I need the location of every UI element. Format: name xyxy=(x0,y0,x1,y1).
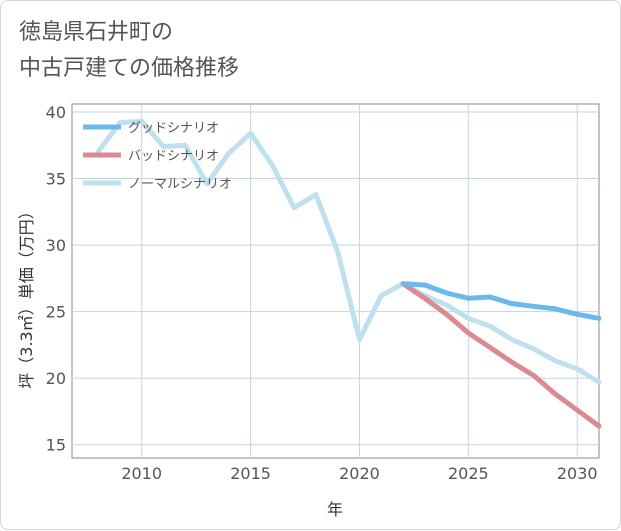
legend-label-bad: バッドシナリオ xyxy=(128,149,219,164)
x-tick-label: 2020 xyxy=(339,464,380,483)
x-tick-label: 2025 xyxy=(448,464,489,483)
legend-label-normal: ノーマルシナリオ xyxy=(128,177,232,192)
y-tick-label: 30 xyxy=(46,236,66,255)
series-lines xyxy=(95,118,602,429)
x-axis-ticks: 2010 2015 2020 2025 2030 xyxy=(121,464,597,483)
plot-area xyxy=(71,103,600,459)
y-axis-label: 坪（3.3㎡）単価（万円） xyxy=(17,203,36,388)
x-tick-label: 2015 xyxy=(230,464,271,483)
y-tick-label: 25 xyxy=(46,303,66,322)
y-tick-label: 15 xyxy=(46,436,66,455)
x-tick-label: 2010 xyxy=(121,464,162,483)
x-axis-label: 年 xyxy=(327,500,343,519)
chart-title: 徳島県石井町の 中古戸建ての価格推移 xyxy=(19,15,239,87)
series-line-good xyxy=(400,281,602,321)
y-axis-ticks: 15 20 25 30 35 40 xyxy=(46,103,66,455)
y-tick-label: 35 xyxy=(46,170,66,189)
y-tick-label: 40 xyxy=(46,103,66,122)
legend-label-good: グッドシナリオ xyxy=(128,121,219,136)
series-line-normal xyxy=(95,118,602,385)
x-tick-label: 2030 xyxy=(557,464,598,483)
series-line-bad xyxy=(400,281,602,429)
chart-title-line2: 中古戸建ての価格推移 xyxy=(19,56,240,81)
y-tick-label: 20 xyxy=(46,369,66,388)
chart-title-line1: 徳島県石井町の xyxy=(19,20,174,45)
